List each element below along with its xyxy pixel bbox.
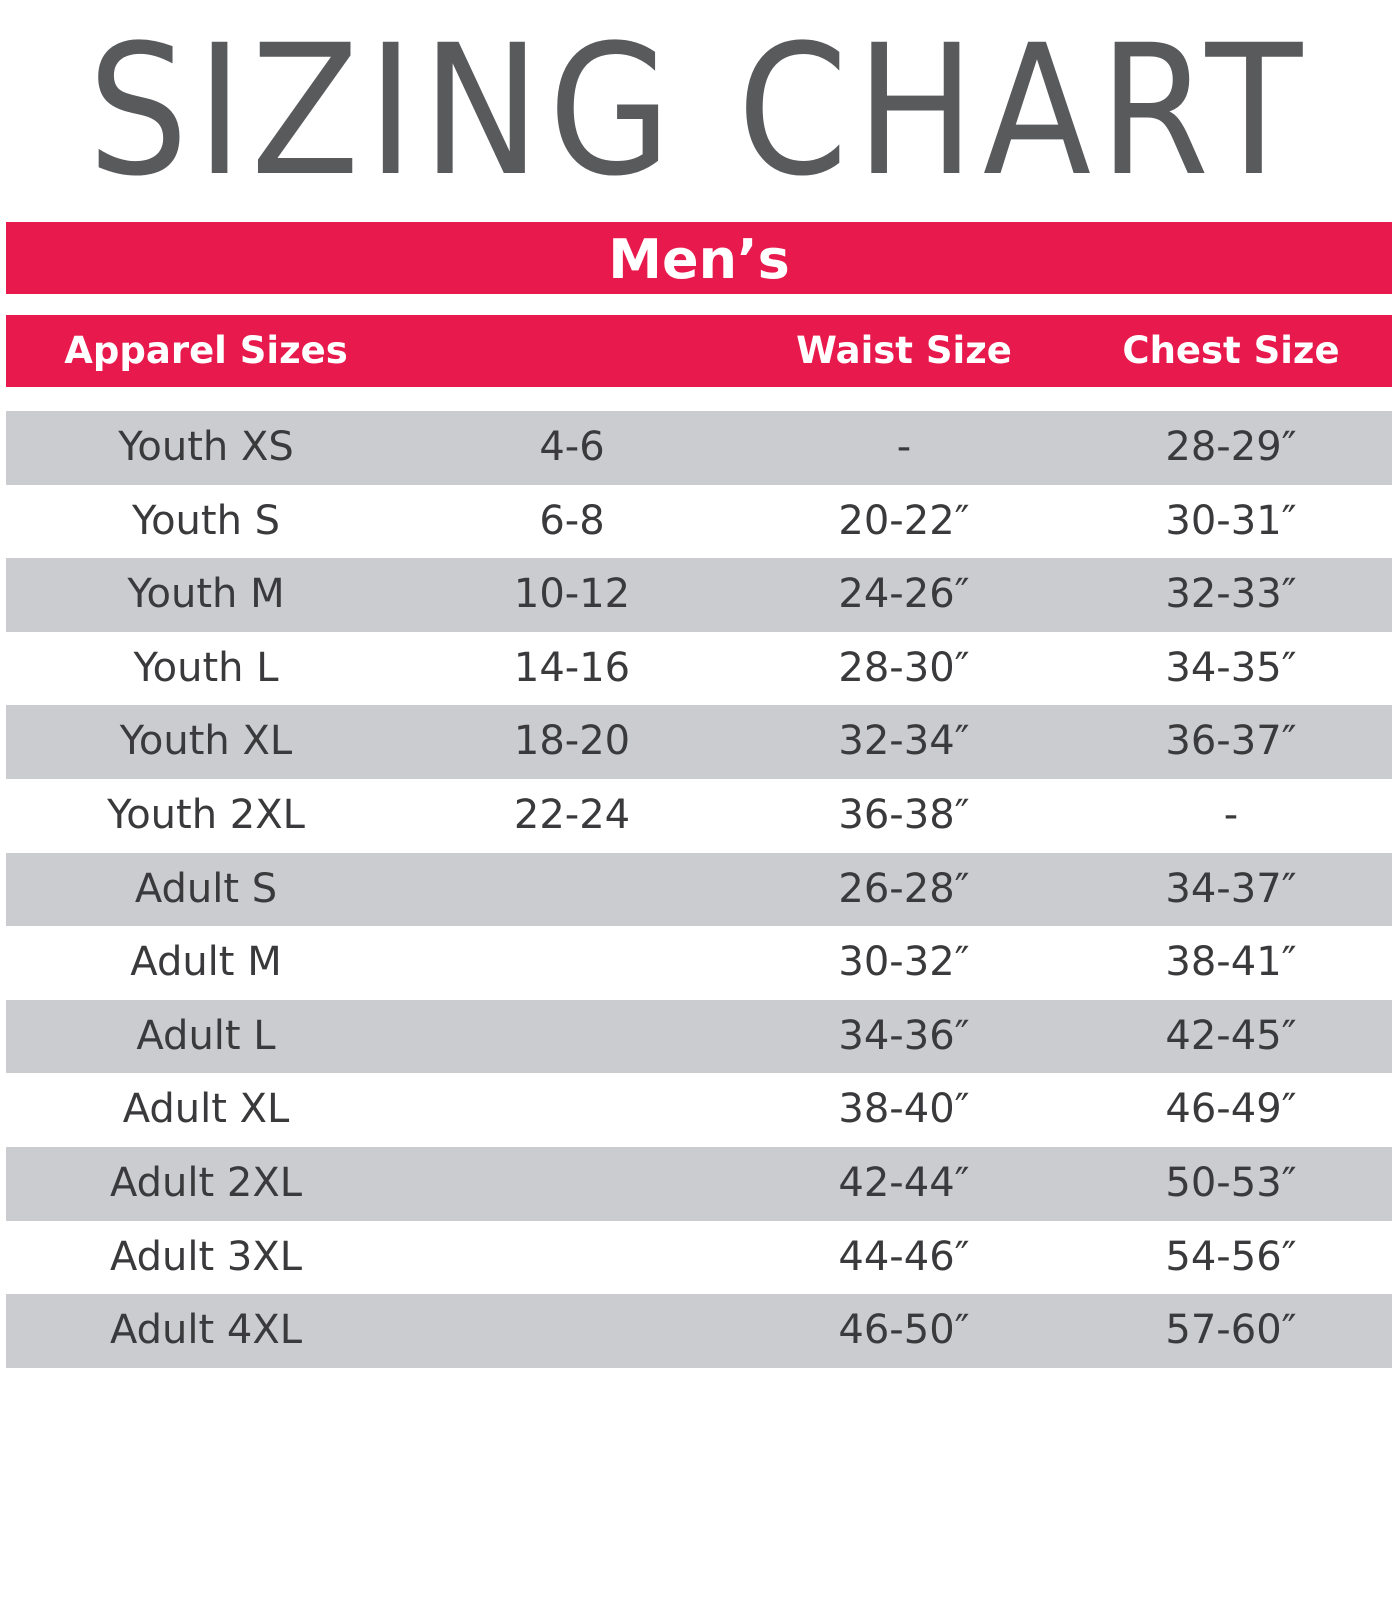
cell-chest: 50-53″ [1165, 1159, 1297, 1206]
cell-waist: - [896, 424, 912, 470]
cell-size: Youth L [133, 644, 279, 691]
cell-chest: 36-37″ [1165, 718, 1297, 765]
column-header-age-range [406, 315, 738, 387]
cell-range [406, 1221, 738, 1295]
column-header-apparel-sizes: Apparel Sizes [64, 329, 348, 372]
table-row: Adult 2XL 42-44″ 50-53″ [6, 1146, 1392, 1221]
cell-range: 10-12 [513, 571, 631, 618]
cell-waist: 44-46″ [838, 1233, 970, 1280]
cell-chest: 38-41″ [1165, 939, 1297, 986]
cell-range [406, 1000, 738, 1074]
sizing-table: Youth XS 4-6 - 28-29″ Youth S 6-8 20-22″… [6, 411, 1392, 1368]
cell-range: 4-6 [539, 424, 605, 470]
table-row: Youth XS 4-6 - 28-29″ [6, 411, 1392, 485]
cell-chest: 34-35″ [1165, 644, 1297, 691]
cell-range [406, 926, 738, 1000]
cell-waist: 20-22″ [838, 497, 970, 544]
cell-waist: 30-32″ [838, 939, 970, 986]
cell-chest: 32-33″ [1165, 571, 1297, 618]
cell-size: Youth S [131, 497, 281, 544]
section-heading-mens: Men’s [6, 222, 1392, 294]
cell-size: Adult 2XL [109, 1159, 303, 1206]
cell-waist: 24-26″ [838, 571, 970, 618]
cell-size: Adult 4XL [109, 1307, 303, 1354]
cell-waist: 36-38″ [838, 791, 970, 838]
cell-range: 6-8 [539, 497, 605, 544]
cell-chest: 34-37″ [1165, 865, 1297, 912]
cell-chest: 46-49″ [1165, 1086, 1297, 1133]
cell-size: Youth XS [118, 424, 294, 470]
cell-range: 22-24 [513, 791, 631, 838]
cell-range: 14-16 [513, 644, 631, 691]
cell-size: Youth 2XL [107, 791, 305, 838]
cell-size: Youth XL [119, 718, 293, 765]
cell-size: Youth M [127, 571, 285, 618]
table-row: Adult 3XL 44-46″ 54-56″ [6, 1221, 1392, 1295]
table-row: Youth M 10-12 24-26″ 32-33″ [6, 558, 1392, 632]
table-row: Adult M 30-32″ 38-41″ [6, 926, 1392, 1000]
cell-size: Adult S [134, 865, 278, 912]
cell-chest: 28-29″ [1165, 424, 1297, 470]
table-row: Youth S 6-8 20-22″ 30-31″ [6, 485, 1392, 559]
cell-range [406, 1294, 738, 1368]
cell-range [406, 1073, 738, 1147]
cell-size: Adult 3XL [109, 1233, 303, 1280]
cell-range [406, 853, 738, 927]
table-row: Adult XL 38-40″ 46-49″ [6, 1073, 1392, 1147]
cell-size: Adult XL [122, 1086, 290, 1133]
cell-range: 18-20 [513, 718, 631, 765]
cell-chest: 30-31″ [1165, 497, 1297, 544]
table-row: Youth L 14-16 28-30″ 34-35″ [6, 632, 1392, 706]
table-row: Adult 4XL 46-50″ 57-60″ [6, 1294, 1392, 1368]
cell-chest: 54-56″ [1165, 1233, 1297, 1280]
cell-size: Adult L [136, 1012, 276, 1059]
column-header-chest-size: Chest Size [1122, 329, 1340, 372]
cell-waist: 26-28″ [838, 865, 970, 912]
cell-waist: 42-44″ [838, 1159, 970, 1206]
page-title: SIZING CHART [87, 7, 1311, 216]
cell-size: Adult M [130, 939, 282, 986]
cell-waist: 34-36″ [838, 1012, 970, 1059]
table-row: Adult S 26-28″ 34-37″ [6, 852, 1392, 927]
cell-waist: 46-50″ [838, 1307, 970, 1354]
table-row: Youth 2XL 22-24 36-38″ - [6, 779, 1392, 853]
cell-waist: 32-34″ [838, 718, 970, 765]
column-header-waist-size: Waist Size [796, 329, 1012, 372]
cell-chest: - [1223, 791, 1239, 838]
cell-chest: 42-45″ [1165, 1012, 1297, 1059]
table-row: Adult L 34-36″ 42-45″ [6, 999, 1392, 1074]
table-row: Youth XL 18-20 32-34″ 36-37″ [6, 705, 1392, 779]
cell-waist: 28-30″ [838, 644, 970, 691]
table-header: Apparel Sizes Waist Size Chest Size [6, 315, 1392, 387]
cell-range [406, 1147, 738, 1221]
cell-chest: 57-60″ [1165, 1307, 1297, 1354]
cell-waist: 38-40″ [838, 1086, 970, 1133]
